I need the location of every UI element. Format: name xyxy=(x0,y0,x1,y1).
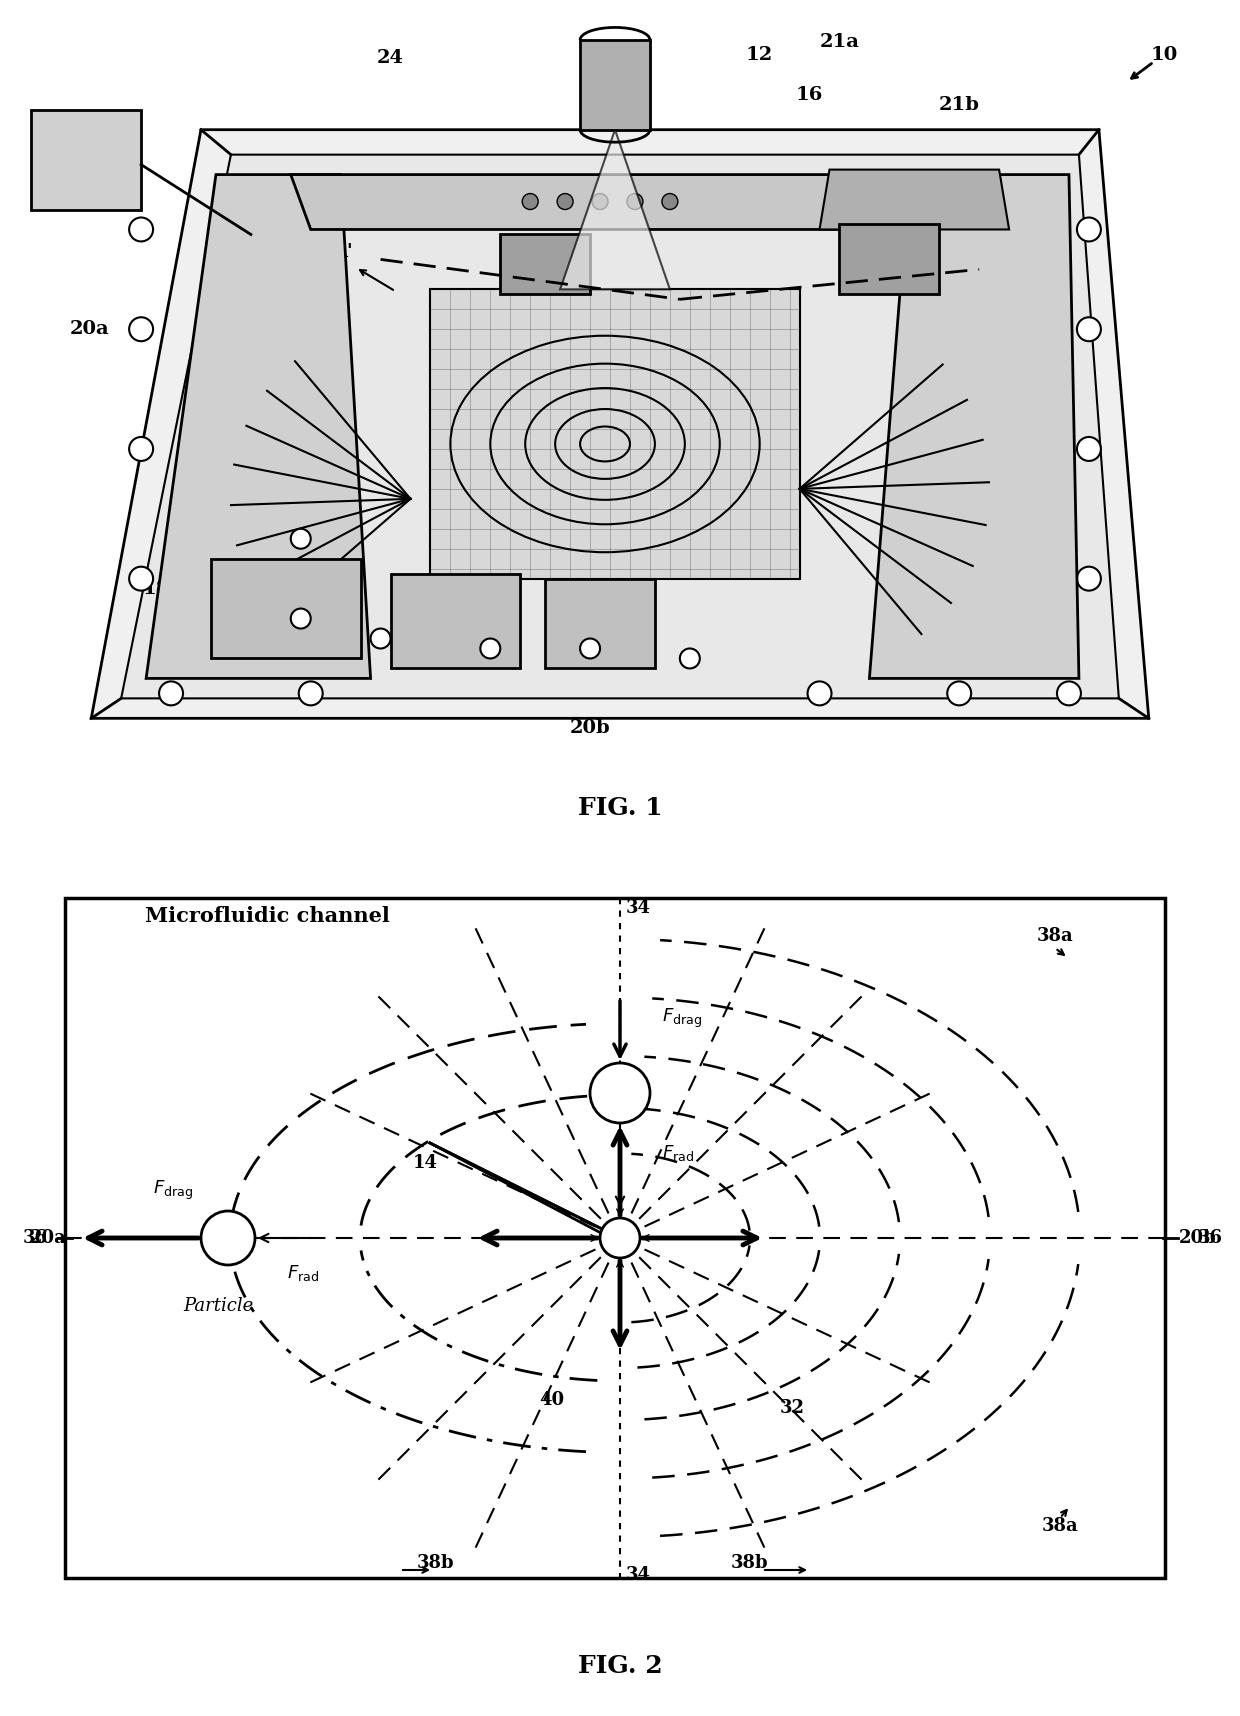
Circle shape xyxy=(201,1211,255,1265)
Text: $F_{\rm drag}$: $F_{\rm drag}$ xyxy=(662,1006,702,1030)
Bar xyxy=(64,897,1166,1579)
Bar xyxy=(839,225,939,295)
Circle shape xyxy=(662,194,678,209)
Circle shape xyxy=(580,638,600,659)
Text: 21a: 21a xyxy=(820,33,859,51)
Text: 24: 24 xyxy=(377,48,404,67)
Circle shape xyxy=(1076,218,1101,242)
Bar xyxy=(546,578,655,669)
Text: 38a: 38a xyxy=(1037,927,1074,946)
Text: A': A' xyxy=(332,244,352,261)
Text: 20b: 20b xyxy=(569,719,610,738)
Bar xyxy=(430,290,800,578)
Polygon shape xyxy=(290,175,929,230)
Text: 14: 14 xyxy=(446,614,474,633)
Text: 28: 28 xyxy=(242,201,269,218)
Text: 14: 14 xyxy=(413,1153,438,1172)
Polygon shape xyxy=(122,154,1118,698)
Text: 34: 34 xyxy=(625,1567,651,1584)
Polygon shape xyxy=(92,130,1148,719)
Text: 20a: 20a xyxy=(30,1229,67,1248)
Circle shape xyxy=(522,194,538,209)
Polygon shape xyxy=(869,175,1079,678)
Text: 12: 12 xyxy=(746,46,774,63)
Text: Microfluidic channel: Microfluidic channel xyxy=(145,906,389,927)
Circle shape xyxy=(290,529,311,549)
Text: 18: 18 xyxy=(143,580,170,597)
Circle shape xyxy=(129,438,153,462)
Text: 22b: 22b xyxy=(879,230,920,249)
Text: 10: 10 xyxy=(1151,46,1177,63)
Circle shape xyxy=(1076,566,1101,590)
Text: 38b: 38b xyxy=(417,1555,454,1572)
Circle shape xyxy=(480,638,500,659)
Circle shape xyxy=(129,218,153,242)
Text: 34: 34 xyxy=(625,899,651,916)
Circle shape xyxy=(1076,438,1101,462)
Bar xyxy=(391,573,521,669)
Circle shape xyxy=(159,681,184,705)
Bar xyxy=(500,235,590,295)
Circle shape xyxy=(129,566,153,590)
Text: 21b: 21b xyxy=(939,96,980,113)
Text: 36: 36 xyxy=(24,1229,48,1248)
Text: FIG. 1: FIG. 1 xyxy=(578,796,662,820)
Text: 36: 36 xyxy=(1198,1229,1223,1248)
Circle shape xyxy=(371,628,391,649)
Circle shape xyxy=(557,194,573,209)
Circle shape xyxy=(129,317,153,341)
Circle shape xyxy=(600,1218,640,1258)
Circle shape xyxy=(290,609,311,628)
Text: 38b: 38b xyxy=(732,1555,769,1572)
Text: 20b: 20b xyxy=(1179,1229,1216,1248)
Text: 22a: 22a xyxy=(470,196,510,213)
Text: 32: 32 xyxy=(780,1399,805,1417)
Circle shape xyxy=(590,1062,650,1122)
Text: 40: 40 xyxy=(539,1392,564,1409)
Bar xyxy=(211,559,361,659)
Polygon shape xyxy=(146,175,371,678)
Text: 26: 26 xyxy=(1021,530,1048,547)
Text: $F_{\rm rad}$: $F_{\rm rad}$ xyxy=(662,1143,694,1163)
Text: $F_{\rm drag}$: $F_{\rm drag}$ xyxy=(153,1179,193,1201)
Circle shape xyxy=(591,194,608,209)
Text: 30: 30 xyxy=(63,158,89,177)
Circle shape xyxy=(1076,317,1101,341)
Bar xyxy=(31,110,141,209)
Circle shape xyxy=(807,681,832,705)
Circle shape xyxy=(947,681,971,705)
Circle shape xyxy=(299,681,322,705)
Circle shape xyxy=(627,194,644,209)
Polygon shape xyxy=(820,170,1009,230)
Text: 20a: 20a xyxy=(69,321,109,338)
Polygon shape xyxy=(560,130,670,290)
Bar xyxy=(580,39,650,130)
Text: $F_{\rm rad}$: $F_{\rm rad}$ xyxy=(286,1263,319,1284)
Text: FIG. 2: FIG. 2 xyxy=(578,1654,662,1678)
Circle shape xyxy=(680,649,699,669)
Circle shape xyxy=(1056,681,1081,705)
Text: Particle: Particle xyxy=(182,1297,253,1314)
Text: 38a: 38a xyxy=(1042,1517,1079,1536)
Text: A': A' xyxy=(982,244,1002,261)
Text: 16: 16 xyxy=(796,86,823,103)
